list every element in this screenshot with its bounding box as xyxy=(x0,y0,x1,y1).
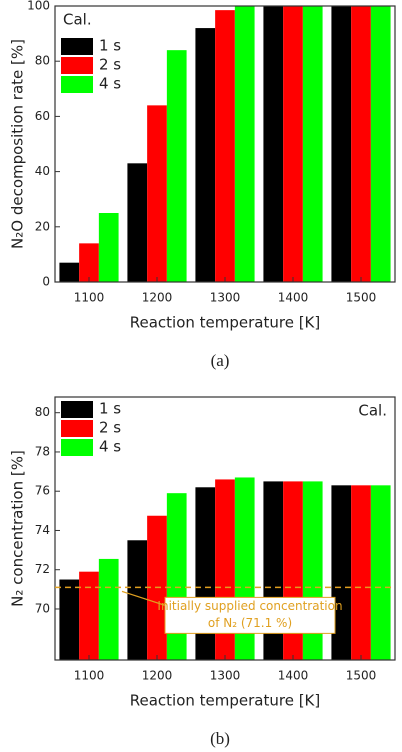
bar xyxy=(98,213,119,282)
x-tick-label: 1100 xyxy=(74,669,105,683)
caption: (a) xyxy=(211,351,230,370)
x-tick-label: 1200 xyxy=(142,291,173,305)
annotation: Cal. xyxy=(358,402,387,420)
y-tick-label: 74 xyxy=(35,523,50,537)
bar xyxy=(302,6,323,282)
y-tick-label: 100 xyxy=(27,0,50,13)
x-axis-label: Reaction temperature [K] xyxy=(130,314,321,332)
y-tick-label: 80 xyxy=(35,405,50,419)
bar xyxy=(98,558,119,660)
legend-swatch xyxy=(61,420,93,437)
bar xyxy=(59,579,80,660)
annotation-label: Initially supplied concentration xyxy=(157,599,342,613)
annotation: Cal. xyxy=(63,11,92,29)
bar xyxy=(195,487,216,660)
bar xyxy=(147,105,167,282)
x-axis-label: Reaction temperature [K] xyxy=(130,692,321,710)
annotation-label: of N₂ (71.1 %) xyxy=(208,616,292,630)
y-axis-label: N₂O decomposition rate [%] xyxy=(9,39,27,249)
x-tick-label: 1200 xyxy=(142,669,173,683)
bar xyxy=(166,493,187,660)
y-axis-label: N₂ concentration [%] xyxy=(9,450,27,607)
legend-label: 1 s xyxy=(99,400,121,418)
bar xyxy=(79,571,99,660)
y-tick-label: 0 xyxy=(42,275,50,289)
legend-label: 4 s xyxy=(99,75,121,93)
bar xyxy=(79,243,99,282)
annotation-arrow xyxy=(121,590,166,606)
x-tick-label: 1400 xyxy=(278,291,309,305)
x-tick-label: 1300 xyxy=(210,669,241,683)
legend-swatch xyxy=(61,439,93,456)
bar xyxy=(351,6,371,282)
bar xyxy=(331,485,352,660)
x-tick-label: 1500 xyxy=(346,669,377,683)
caption: (b) xyxy=(210,729,230,748)
bar xyxy=(166,50,187,282)
legend-swatch xyxy=(61,401,93,418)
bar xyxy=(127,540,148,660)
legend-label: 4 s xyxy=(99,438,121,456)
bar xyxy=(59,262,80,282)
bar xyxy=(283,6,303,282)
y-tick-label: 72 xyxy=(35,562,50,576)
legend-label: 2 s xyxy=(99,56,121,74)
bar xyxy=(331,6,352,282)
bar xyxy=(195,28,216,282)
legend-swatch xyxy=(61,57,93,74)
x-tick-label: 1100 xyxy=(74,291,105,305)
bar xyxy=(370,6,391,282)
bar xyxy=(370,485,391,660)
y-tick-label: 20 xyxy=(35,219,50,233)
y-tick-label: 76 xyxy=(35,484,50,498)
x-tick-label: 1500 xyxy=(346,291,377,305)
bar xyxy=(215,10,235,282)
y-tick-label: 78 xyxy=(35,444,50,458)
y-tick-label: 70 xyxy=(35,601,50,615)
bar xyxy=(127,163,148,282)
annotation-box xyxy=(164,596,336,634)
bar xyxy=(351,485,371,660)
legend-swatch xyxy=(61,76,93,93)
legend-swatch xyxy=(61,38,93,55)
x-tick-label: 1300 xyxy=(210,291,241,305)
legend-label: 1 s xyxy=(99,37,121,55)
x-tick-label: 1400 xyxy=(278,669,309,683)
y-tick-label: 60 xyxy=(35,109,50,123)
bar xyxy=(263,6,284,282)
y-tick-label: 40 xyxy=(35,164,50,178)
bar xyxy=(234,6,255,282)
legend-label: 2 s xyxy=(99,419,121,437)
y-tick-label: 80 xyxy=(35,54,50,68)
